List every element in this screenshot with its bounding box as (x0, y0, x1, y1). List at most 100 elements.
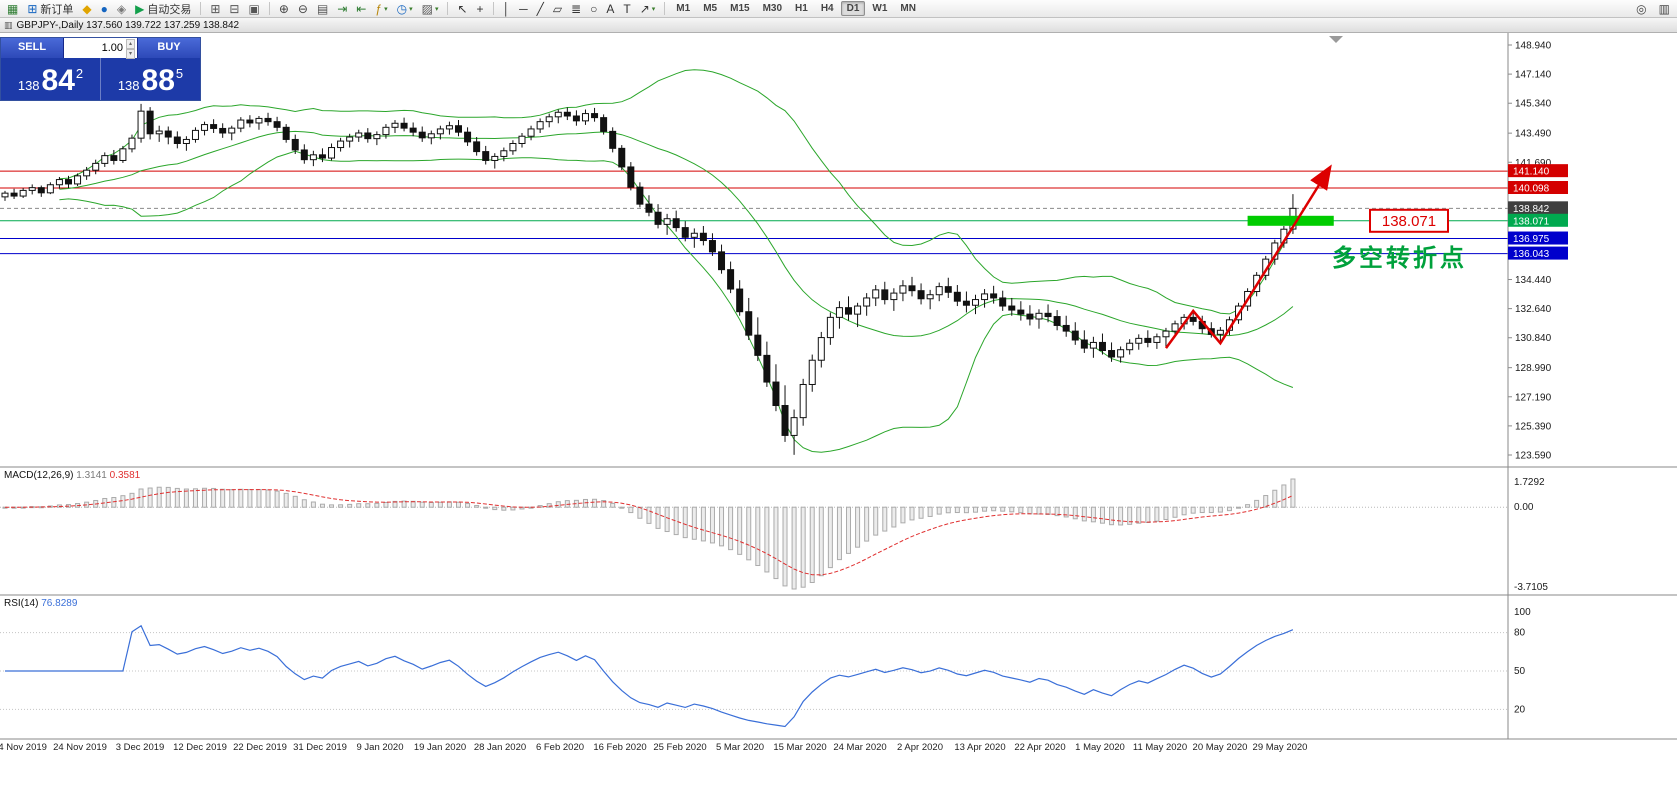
svg-text:80: 80 (1514, 628, 1526, 639)
support-resistance-lines[interactable] (0, 170, 1508, 255)
autotrade-button[interactable]: ▶ 自动交易 (131, 1, 195, 17)
horizontal-line-icon: ─ (519, 1, 528, 16)
mql5-community-button[interactable]: ◆ (78, 1, 95, 17)
svg-text:22 Dec 2019: 22 Dec 2019 (233, 742, 287, 753)
svg-text:125.390: 125.390 (1515, 421, 1552, 432)
buy-button[interactable]: BUY (137, 38, 200, 58)
svg-text:12 Dec 2019: 12 Dec 2019 (173, 742, 227, 753)
user-icon: ◈ (116, 1, 127, 16)
timeframe-button-m1[interactable]: M1 (676, 3, 691, 14)
new-order-button[interactable]: ⊞ 新订单 (23, 1, 77, 17)
axis-price-label (1508, 246, 1568, 260)
trendline-button[interactable]: ╱ (533, 1, 548, 17)
cursor-icon: ↖ (457, 1, 468, 16)
horizontal-line-button[interactable]: ─ (515, 1, 532, 17)
timeframe-button-m30[interactable]: M30 (762, 3, 783, 14)
timeframe-button-w1[interactable]: W1 (872, 3, 888, 14)
chat-icon: ▥ (1658, 1, 1670, 16)
svg-text:147.140: 147.140 (1515, 70, 1552, 81)
timeframe-button-mn[interactable]: MN (900, 3, 916, 14)
crosshair-button[interactable]: + (473, 1, 488, 17)
play-icon: ▶ (135, 1, 145, 16)
toolbar-separator (447, 2, 449, 15)
svg-text:13 Apr 2020: 13 Apr 2020 (954, 742, 1005, 753)
arrange-windows-button[interactable]: ▣ (244, 1, 263, 17)
timeframe-button-d1[interactable]: D1 (840, 1, 866, 16)
text-button[interactable]: A (602, 1, 618, 17)
autoscroll-button[interactable]: ⇥ (333, 1, 351, 17)
label-button[interactable]: T (619, 1, 634, 17)
chart-shift-marker[interactable] (1329, 36, 1343, 43)
sell-price[interactable]: 138 84 2 (1, 58, 100, 100)
market-button[interactable]: ● (97, 1, 112, 17)
svg-text:132.640: 132.640 (1515, 304, 1552, 315)
shapes-button[interactable]: ○ (586, 1, 601, 17)
trend-arrow[interactable] (1164, 164, 1332, 349)
svg-text:138.842: 138.842 (1513, 204, 1550, 215)
periods-button[interactable]: ◷ ▾ (393, 1, 417, 17)
new-order-icon: ⊞ (27, 1, 38, 16)
macd-title: MACD(12,26,9) 1.3141 0.3581 (4, 470, 141, 481)
sell-button[interactable]: SELL (1, 38, 64, 58)
volume-value: 1.00 (101, 42, 123, 54)
timeframe-button-h4[interactable]: H4 (820, 3, 834, 14)
zoom-out-icon: ⊖ (297, 1, 308, 16)
svg-text:141.140: 141.140 (1513, 167, 1550, 178)
timeframe-button-m15[interactable]: M15 (730, 3, 750, 14)
indicators-button[interactable]: ƒ ▾ (371, 1, 391, 17)
volume-field[interactable]: 1.00 ▴ ▾ (64, 38, 137, 59)
tile-windows-button[interactable]: ⊞ (206, 1, 224, 17)
cursor-button[interactable]: ↖ (453, 1, 471, 17)
highlight-rectangle[interactable] (1247, 215, 1334, 226)
dropdown-arrow-icon: ▾ (384, 5, 388, 13)
timeframe-button-h1[interactable]: H1 (795, 3, 808, 14)
axis-price-label (1508, 181, 1568, 195)
signals-button[interactable]: ◈ (113, 1, 130, 17)
svg-text:-3.7105: -3.7105 (1514, 582, 1548, 593)
cascade-windows-button[interactable]: ⊟ (225, 1, 243, 17)
channel-button[interactable]: ▱ (549, 1, 566, 17)
chart-canvas[interactable]: MACD(12,26,9) 1.3141 0.3581 1.7292 0.00 -3.… (0, 33, 1677, 803)
buy-price[interactable]: 138 88 5 (101, 58, 200, 100)
turning-point-note[interactable]: 多空转折点 (1332, 244, 1467, 272)
svg-text:22 Apr 2020: 22 Apr 2020 (1014, 742, 1065, 753)
main-toolbar: ▦ ⊞ 新订单 ◆ ● ◈ ▶ 自动交易 ⊞ ⊟ ▣ ⊕ ⊖ ▤ ⇥ ⇤ ƒ ▾ ◷ ▾ ▨ ▾ ↖ + │ ─ ╱ ▱ ≣ ○ A T ↗ ▾ M… (0, 0, 1677, 18)
bollinger-bands (59, 69, 1294, 453)
fibonacci-icon: ≣ (571, 1, 582, 16)
fibonacci-button[interactable]: ≣ (567, 1, 585, 17)
grid-button[interactable]: ▤ (313, 1, 332, 17)
templates-button[interactable]: ▨ ▾ (418, 1, 443, 17)
dropdown-arrow-icon: ▾ (409, 5, 413, 13)
price-axis[interactable]: 148.940 147.140 145.340 143.490 141.690 134.4… (1508, 41, 1568, 462)
new-chart-button[interactable]: ▦ (3, 1, 22, 17)
svg-text:50: 50 (1514, 666, 1526, 677)
search-button[interactable]: ◎ (1632, 1, 1650, 17)
zoom-in-button[interactable]: ⊕ (275, 1, 293, 17)
volume-down-icon[interactable]: ▾ (125, 49, 135, 59)
chart-shift-button[interactable]: ⇤ (352, 1, 370, 17)
volume-stepper: ▴ ▾ (125, 39, 135, 59)
new-order-button-label: 新订单 (40, 3, 74, 16)
template-icon: ▨ (421, 1, 433, 16)
svg-text:140.098: 140.098 (1513, 184, 1550, 195)
toolbar-right-group: ◎ ▥ (1632, 1, 1674, 17)
svg-text:134.440: 134.440 (1515, 275, 1552, 286)
chat-button[interactable]: ▥ (1655, 1, 1674, 17)
timeframe-button-m5[interactable]: M5 (703, 3, 718, 14)
svg-text:31 Dec 2019: 31 Dec 2019 (293, 742, 347, 753)
sell-price-pip: 2 (75, 66, 84, 81)
candles (1, 103, 1297, 455)
date-axis[interactable]: 14 Nov 2019 24 Nov 2019 3 Dec 2019 12 Dec 2… (0, 742, 1307, 753)
svg-text:9 Jan 2020: 9 Jan 2020 (356, 742, 403, 753)
svg-text:24 Mar 2020: 24 Mar 2020 (833, 742, 886, 753)
axis-price-label (1508, 213, 1568, 227)
zoom-out-button[interactable]: ⊖ (294, 1, 312, 17)
volume-up-icon[interactable]: ▴ (125, 39, 135, 49)
arrows-button[interactable]: ↗ ▾ (636, 1, 660, 17)
ellipse-icon: ○ (590, 1, 598, 16)
autotrade-button-label: 自动交易 (147, 3, 192, 16)
vertical-line-button[interactable]: │ (499, 1, 515, 17)
svg-text:2 Apr 2020: 2 Apr 2020 (897, 742, 943, 753)
price-callout[interactable]: 138.071 (1369, 208, 1449, 233)
dropdown-arrow-icon: ▾ (434, 5, 439, 13)
